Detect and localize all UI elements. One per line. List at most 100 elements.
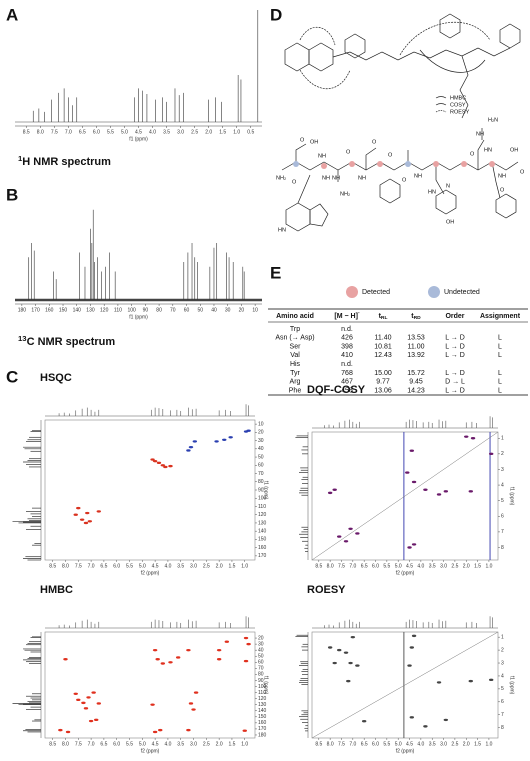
x-axis-label: f1 (ppm) [129, 136, 148, 142]
y-tick-label: 8 [501, 725, 504, 731]
cross-peak [332, 488, 337, 491]
rich-text: tRD [411, 313, 421, 321]
y-tick-label: 50 [258, 654, 264, 660]
cross-peak [65, 730, 71, 734]
diagonal [311, 431, 499, 561]
cross-peak [160, 464, 166, 467]
cross-peak [222, 438, 227, 441]
atom-label: NH [358, 175, 366, 181]
x-tick-label: 3.0 [177, 129, 184, 135]
panel-title: ROESY [307, 584, 346, 596]
atom-label: OH [446, 219, 454, 225]
cross-peak [150, 703, 155, 706]
panel-title: DQF-COSY [307, 384, 366, 396]
sup: - [358, 311, 360, 316]
rich-text: Order [445, 313, 464, 320]
y-tick-label: 110 [258, 690, 266, 696]
y-tick-label: 4 [501, 482, 504, 488]
panel-label: D [270, 5, 282, 24]
cross-peak [186, 648, 191, 652]
cross-peak [409, 716, 415, 719]
x-tick-label: 8.5 [49, 741, 56, 747]
table-cell: D → L [445, 379, 465, 386]
x-tick-label: 100 [127, 307, 136, 313]
table-cell: 9.45 [409, 379, 423, 386]
cross-peak [175, 656, 181, 659]
rich-text: [M − H]- [334, 311, 360, 320]
cross-peak [246, 429, 251, 432]
cross-peak [91, 691, 96, 694]
cross-peak [168, 661, 173, 664]
cross-peak [443, 718, 449, 722]
x-tick-label: 6.5 [79, 129, 86, 135]
atom-label: O [372, 139, 377, 145]
table-cell: Phe [289, 387, 302, 394]
x-tick-label: 3.0 [440, 563, 447, 569]
x-axis-label: f2 (ppm) [141, 748, 160, 754]
x-tick-label: 3.5 [429, 741, 436, 747]
atom-label: HN [278, 227, 286, 233]
x-tick-label: 4.0 [164, 741, 171, 747]
panel-label: B [6, 185, 18, 204]
cross-peak [242, 729, 247, 732]
rich-text: 1H NMR spectrum [18, 154, 111, 168]
table-cell: 410 [341, 352, 353, 359]
x-tick-label: 8.0 [327, 563, 334, 569]
x-tick-label: 2.5 [451, 563, 458, 569]
cross-peak [58, 728, 63, 732]
x-tick-label: 7.0 [349, 741, 356, 747]
x-tick-label: 130 [86, 307, 95, 313]
table-cell: 467 [341, 379, 353, 386]
x-tick-label: 2.5 [203, 563, 210, 569]
atom-label: NH [332, 175, 340, 181]
x-tick-label: 0.5 [247, 129, 254, 135]
y-tick-label: 150 [258, 714, 267, 720]
y-tick-label: 60 [258, 463, 264, 469]
atom-label: H₂N [488, 117, 498, 123]
rich-text: tRL [379, 313, 388, 321]
cross-peak [343, 540, 349, 543]
cross-peak [488, 678, 494, 682]
cross-peak [85, 511, 90, 515]
cross-peak [88, 719, 94, 723]
x-tick-label: 8.5 [315, 741, 322, 747]
cross-peak [246, 642, 251, 646]
y-tick-label: 140 [258, 529, 267, 535]
x-tick-label: 2.0 [216, 741, 223, 747]
cross-peak [150, 458, 155, 461]
main: C NMR spectrum [27, 336, 116, 348]
cross-peak [423, 488, 428, 491]
x-tick-label: 4.5 [135, 129, 142, 135]
atom-label: N [446, 183, 450, 189]
cross-peak [96, 510, 101, 513]
legend-swatch [346, 286, 358, 298]
main: Amino acid [276, 313, 314, 320]
x-tick-label: 90 [143, 307, 149, 313]
x-tick-label: 7.0 [88, 741, 95, 747]
table-cell: 10.81 [374, 343, 392, 350]
cross-peak [193, 691, 199, 694]
x-tick-label: 4.0 [417, 741, 424, 747]
y-tick-label: 20 [258, 430, 264, 436]
x-tick-label: 5.0 [139, 741, 146, 747]
cross-peak [348, 661, 353, 665]
table-cell: 398 [341, 343, 353, 350]
x-tick-label: 3.5 [177, 741, 184, 747]
main: [M − H] [334, 313, 358, 320]
cross-peak [243, 636, 249, 640]
main: t [411, 313, 414, 320]
cross-peak [79, 518, 85, 521]
table-cell: L [498, 343, 502, 350]
cross-peak [76, 506, 81, 510]
x-axis-label: f2 (ppm) [396, 748, 415, 754]
y-tick-label: 1 [501, 634, 504, 640]
cross-peak [327, 646, 333, 649]
atom-label: NH [322, 175, 330, 181]
cross-peak [468, 490, 473, 493]
structure-sketch [281, 13, 521, 232]
y-tick-label: 90 [258, 678, 264, 684]
cross-peak [343, 651, 349, 654]
cross-peak [214, 440, 219, 443]
x-tick-label: 3.5 [429, 563, 436, 569]
y-axis-label: f1 (ppm) [263, 481, 269, 500]
